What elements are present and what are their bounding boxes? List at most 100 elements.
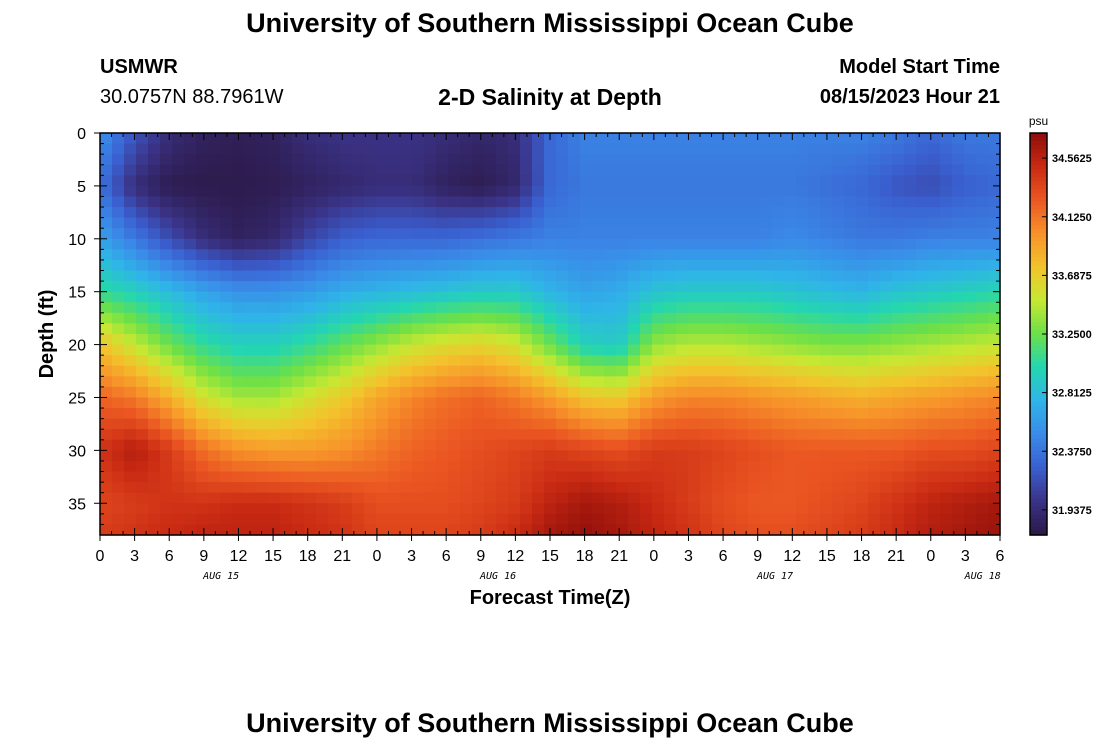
heatmap-cell [484,439,497,451]
heatmap-cell [604,460,617,473]
heatmap-cell [628,175,641,187]
heatmap-cell [364,185,377,198]
heatmap-cell [388,185,401,198]
heatmap-cell [484,270,497,282]
heatmap-cell [520,312,533,325]
heatmap-cell [772,429,785,441]
heatmap-cell [364,355,377,367]
heatmap-cell [592,503,605,515]
heatmap-cell [736,291,749,303]
heatmap-cell [112,249,125,261]
heatmap-cell [784,291,797,303]
heatmap-cell [772,471,785,483]
heatmap-cell [388,376,401,388]
x-tick-label: 3 [407,548,416,565]
heatmap-cell [940,386,953,399]
heatmap-cell [868,429,881,441]
heatmap-cell [664,376,677,388]
heatmap-cell [760,164,773,176]
heatmap-cell [652,482,665,494]
heatmap-cell [616,249,629,261]
heatmap-cell [160,249,173,261]
heatmap-cell [940,355,953,367]
heatmap-cell [292,302,305,314]
heatmap-cell [760,524,773,536]
heatmap-cell [124,408,137,420]
heatmap-cell [676,175,689,187]
heatmap-cell [760,344,773,356]
heatmap-cell [760,408,773,420]
heatmap-cell [424,238,437,250]
heatmap-cell [856,397,869,409]
heatmap-cell [916,270,929,282]
heatmap-cell [952,355,965,367]
heatmap-cell [628,217,641,229]
heatmap-cell [160,217,173,229]
heatmap-cell [472,270,485,282]
x-tick-label: 0 [96,548,105,565]
heatmap-cell [400,143,413,155]
heatmap-cell [592,143,605,155]
heatmap-cell [340,312,353,325]
heatmap-cell [928,185,941,198]
heatmap-cell [880,154,893,166]
heatmap-cell [388,270,401,282]
heatmap-cell [724,492,737,504]
heatmap-cell [112,312,125,325]
heatmap-cell [268,334,281,346]
heatmap-cell [424,249,437,261]
heatmap-cell [484,408,497,420]
heatmap-cell [712,482,725,494]
heatmap-cells [100,133,1001,536]
heatmap-cell [232,143,245,155]
heatmap-cell [436,429,449,441]
heatmap-cell [340,133,353,145]
heatmap-cell [880,334,893,346]
heatmap-cell [880,217,893,229]
heatmap-cell [508,439,521,451]
heatmap-cell [772,418,785,430]
heatmap-cell [676,376,689,388]
heatmap-cell [232,291,245,303]
heatmap-cell [136,492,149,504]
heatmap-cell [340,291,353,303]
heatmap-cell [484,312,497,325]
heatmap-cell [112,291,125,303]
heatmap-cell [184,439,197,451]
heatmap-cell [940,175,953,187]
heatmap-cell [616,386,629,399]
heatmap-cell [172,429,185,441]
colorbar-segment [1030,354,1047,359]
heatmap-cell [640,365,653,377]
heatmap-cell [124,524,137,536]
heatmap-cell [640,217,653,229]
heatmap-cell [424,386,437,399]
heatmap-cell [940,196,953,208]
y-tick-label: 5 [77,179,86,196]
heatmap-cell [556,482,569,494]
heatmap-cell [628,154,641,166]
heatmap-cell [988,154,1001,166]
heatmap-cell [832,397,845,409]
heatmap-cell [100,312,113,325]
heatmap-cell [868,376,881,388]
heatmap-cell [424,291,437,303]
heatmap-cell [484,344,497,356]
heatmap-cell [280,482,293,494]
heatmap-cell [184,323,197,335]
heatmap-cell [736,397,749,409]
heatmap-cell [748,207,761,219]
heatmap-cell [544,185,557,198]
heatmap-cell [940,281,953,293]
heatmap-cell [412,281,425,293]
heatmap-cell [100,249,113,261]
heatmap-cell [796,334,809,346]
heatmap-cell [148,503,161,515]
heatmap-cell [208,185,221,198]
heatmap-cell [592,386,605,399]
colorbar-segment [1030,386,1047,391]
heatmap-cell [328,386,341,399]
heatmap-cell [532,450,545,462]
heatmap-cell [268,482,281,494]
heatmap-cell [472,524,485,536]
